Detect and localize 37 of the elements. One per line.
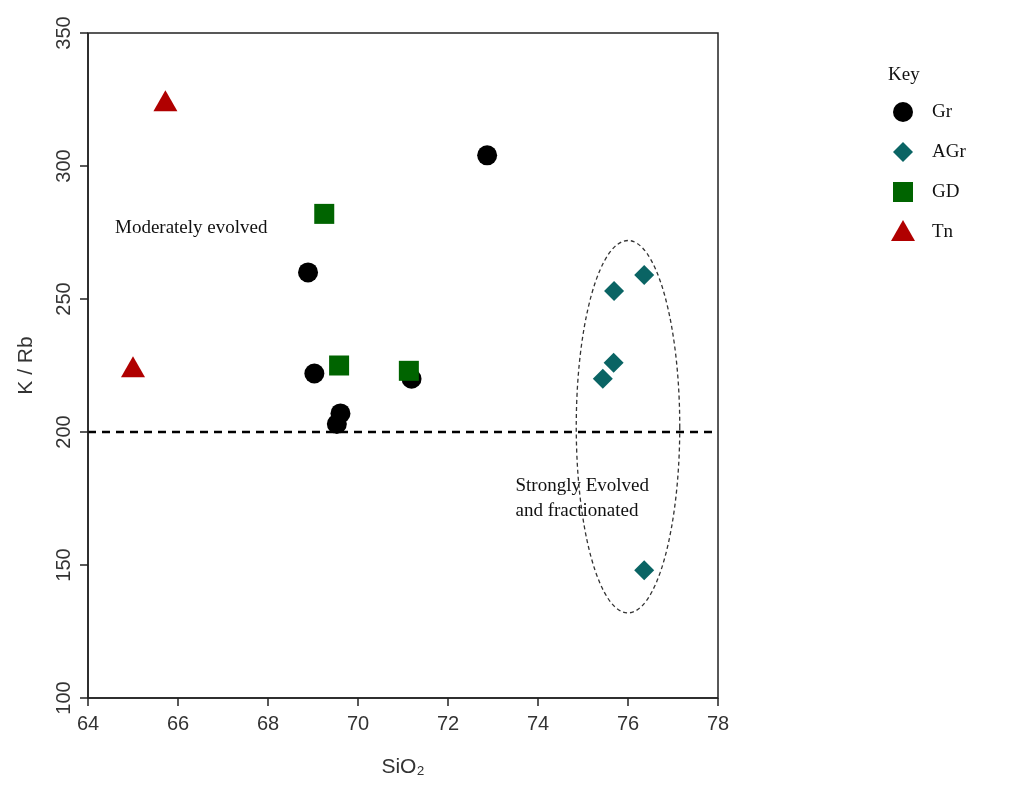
point — [304, 363, 325, 384]
point — [634, 265, 655, 286]
point — [121, 356, 145, 378]
x-tick-label: 72 — [436, 712, 460, 734]
x-tick-label: 70 — [346, 712, 370, 734]
point — [329, 355, 350, 376]
x-tick-label: 74 — [526, 712, 550, 734]
y-tick-label: 350 — [52, 16, 74, 50]
point — [314, 203, 335, 224]
x-tick-label: 66 — [166, 712, 190, 734]
annotation: Moderately evolved — [115, 215, 268, 237]
point — [477, 145, 498, 166]
y-tick-label: 300 — [52, 149, 74, 183]
point — [634, 560, 655, 581]
y-tick-label: 200 — [52, 415, 74, 449]
x-tick-label: 76 — [616, 712, 640, 734]
annotation: Strongly Evolved and fractionated — [515, 473, 650, 520]
y-axis-title: K / Rb — [13, 336, 36, 395]
y-tick-label: 150 — [52, 548, 74, 582]
legend-label: Gr — [932, 100, 953, 122]
point — [326, 414, 347, 435]
y-tick-label: 100 — [52, 681, 74, 715]
y-tick-label: 250 — [52, 282, 74, 316]
legend-label: GD — [932, 180, 960, 202]
point — [603, 352, 624, 373]
point — [592, 368, 613, 389]
x-tick-label: 68 — [256, 712, 280, 734]
point — [398, 360, 419, 381]
point — [298, 262, 319, 283]
legend-label: AGr — [932, 140, 966, 162]
point — [153, 90, 178, 112]
legend-label: Tn — [932, 220, 954, 242]
x-tick-label: 64 — [76, 712, 100, 734]
point — [604, 281, 625, 302]
x-tick-label: 78 — [706, 712, 730, 734]
legend-title: Key — [888, 63, 921, 85]
x-axis-title: SiO₂ — [381, 754, 425, 777]
